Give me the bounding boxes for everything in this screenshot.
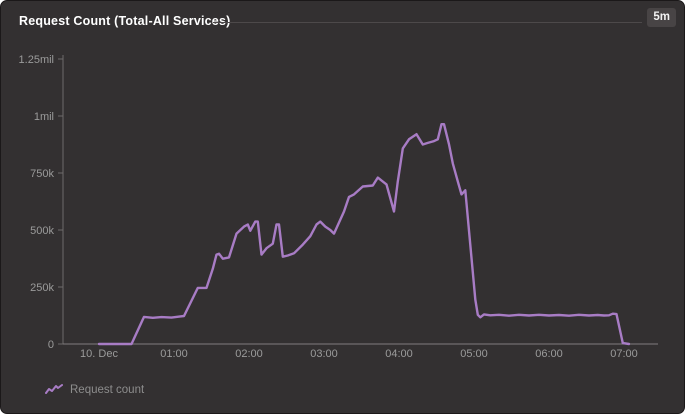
legend-item-request-count[interactable]: Request count bbox=[45, 383, 144, 396]
y-tick-label: 1.25mil bbox=[19, 54, 54, 66]
y-tick-label: 250k bbox=[30, 282, 54, 294]
y-tick-label: 500k bbox=[30, 225, 54, 237]
y-tick-label: 1mil bbox=[34, 111, 54, 123]
x-tick-label: 02:00 bbox=[235, 348, 263, 360]
y-tick-label: 0 bbox=[48, 339, 54, 351]
x-tick-label: 06:00 bbox=[535, 348, 563, 360]
legend-line-icon bbox=[45, 384, 63, 394]
x-tick-label: 04:00 bbox=[385, 348, 413, 360]
y-tick-label: 750k bbox=[30, 168, 54, 180]
title-divider bbox=[213, 22, 642, 23]
timeframe-resolution-badge[interactable]: 5m bbox=[647, 8, 676, 27]
x-tick-label: 03:00 bbox=[310, 348, 338, 360]
x-tick-label: 07:00 bbox=[610, 348, 638, 360]
request-count-series-line bbox=[97, 122, 631, 346]
chart-title: Request Count (Total-All Services) bbox=[19, 14, 231, 28]
y-axis-ticks: 1.25mil 1mil 750k 500k 250k 0 bbox=[19, 54, 63, 351]
x-tick-label: 01:00 bbox=[160, 348, 188, 360]
legend-label: Request count bbox=[70, 383, 145, 396]
x-tick-label: 05:00 bbox=[460, 348, 488, 360]
x-axis-ticks: 10. Dec 01:00 02:00 03:00 04:00 05:00 06:00 07:… bbox=[80, 348, 638, 360]
request-count-line-chart[interactable]: 1.25mil 1mil 750k 500k 250k 0 10. Dec 01:00 02:… bbox=[1, 1, 685, 373]
x-tick-label: 10. Dec bbox=[80, 348, 118, 360]
